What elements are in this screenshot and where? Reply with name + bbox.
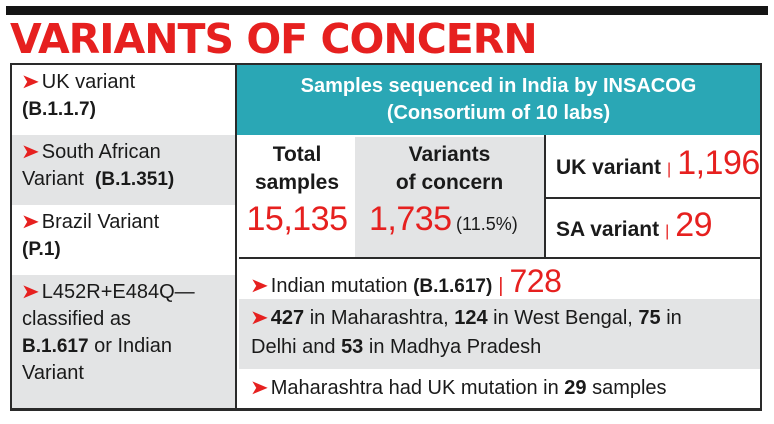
sa-variant-count: SA variant | 29 [546,199,760,257]
banner-subtitle: (Consortium of 10 labs) [386,102,611,124]
infographic-frame: ➤ UK variant (B.1.1.7) ➤ South African Var… [10,63,762,411]
variants-of-concern-percent: (11.5%) [456,214,518,234]
state-text: in Maharashtra, [304,307,455,329]
red-arrow-bullet-icon: ➤ [251,308,268,328]
stat-label: Total [272,143,322,166]
red-arrow-bullet-icon: ➤ [22,72,39,92]
variant-name: Brazil Variant [41,211,160,233]
sa-variant-value: 29 [675,206,713,244]
state-text: Delhi and [251,336,342,358]
count-value: 124 [454,307,488,329]
red-arrow-bullet-icon: ➤ [251,378,268,398]
variant-code: (B.1.351) [95,169,175,190]
note-text: samples [586,377,667,399]
stat-label: SA variant [556,218,660,241]
list-item: ➤ Brazil Variant (P.1) [12,205,235,275]
variant-name: South African [41,141,161,163]
variant-list: ➤ UK variant (B.1.1.7) ➤ South African Var… [12,65,237,408]
state-breakdown-row: ➤ 427 in Maharashtra, 124 in West Bengal,… [239,299,760,369]
variant-name: L452R+E484Q— [41,281,195,303]
total-samples-value: 15,135 [246,200,349,238]
red-arrow-bullet-icon: ➤ [251,276,268,296]
maharashtra-note-row: ➤ Maharashtra had UK mutation in 29 sampl… [239,369,760,408]
state-text: in [660,307,682,329]
list-item: ➤ South African Variant (B.1.351) [12,135,235,205]
page-title: VARIANTS OF CONCERN [10,15,538,63]
stat-label: UK variant [556,156,662,179]
variant-code: (B.1.617) [413,276,493,297]
stat-label: Indian mutation [270,275,408,297]
divider [544,135,546,257]
stat-label: Variants [408,143,491,166]
count-value: 427 [270,307,305,329]
variant-code: (B.1.1.7) [22,99,96,120]
divider [239,257,760,259]
separator: | [665,223,670,240]
count-value: 29 [564,377,587,399]
state-text: in Madhya Pradesh [363,336,542,358]
count-value: 75 [638,307,661,329]
variant-description: classified as [22,308,131,330]
red-arrow-bullet-icon: ➤ [22,212,39,232]
sequencing-banner: Samples sequenced in India by INSACOG (C… [237,65,760,135]
variant-code: B.1.617 [22,336,89,357]
count-value: 53 [341,336,364,358]
stat-label: of concern [395,171,504,194]
note-text: Maharashtra had UK mutation in [270,377,565,399]
total-samples-cell: Total samples 15,135 [239,137,355,257]
red-arrow-bullet-icon: ➤ [22,142,39,162]
variant-code: (P.1) [22,239,61,260]
uk-variant-count: UK variant | 1,196 [546,137,760,197]
indian-mutation-row: ➤ Indian mutation (B.1.617) | 728 [239,259,760,299]
variant-description: or Indian [88,335,172,357]
divider [546,197,760,199]
banner-title: Samples sequenced in India by INSACOG [300,75,697,97]
indian-mutation-value: 728 [509,263,562,299]
separator: | [498,275,504,297]
state-text: in West Bengal, [487,307,639,329]
separator: | [667,161,672,178]
variants-of-concern-cell: Variants of concern 1,735 (11.5%) [355,137,544,257]
stat-label: samples [254,171,340,194]
list-item: ➤ L452R+E484Q— classified as B.1.617 or I… [12,275,235,408]
variants-of-concern-value: 1,735 [369,200,452,238]
uk-variant-value: 1,196 [677,144,760,182]
top-rule [6,6,768,15]
list-item: ➤ UK variant (B.1.1.7) [12,65,235,135]
variant-name: Variant [22,168,84,190]
red-arrow-bullet-icon: ➤ [22,282,39,302]
variant-name: UK variant [41,71,136,93]
variant-description: Variant [22,362,84,384]
